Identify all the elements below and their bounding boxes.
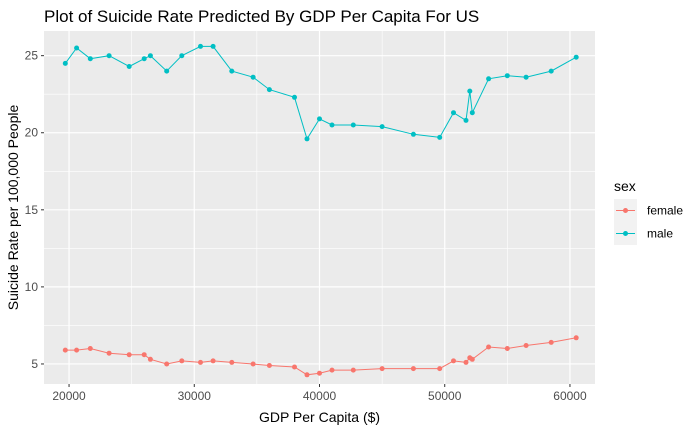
legend-key-point <box>623 231 628 236</box>
data-point-male <box>523 74 529 80</box>
data-point-female <box>548 339 554 345</box>
y-axis-title: Suicide Rate per 100,000 People <box>5 105 21 311</box>
x-tick-label: 50000 <box>428 389 462 403</box>
data-point-female <box>379 366 385 372</box>
data-point-male <box>229 68 235 74</box>
data-point-male <box>548 68 554 74</box>
data-point-male <box>126 64 132 69</box>
data-point-male <box>164 68 170 74</box>
legend-title: sex <box>614 178 636 194</box>
y-axis: 5 10 15 20 25 <box>25 49 44 371</box>
data-point-male <box>106 53 112 59</box>
data-point-male <box>304 136 310 142</box>
data-point-female <box>523 343 529 348</box>
data-point-male <box>210 43 216 49</box>
data-point-male <box>469 110 475 116</box>
x-tick-label: 40000 <box>303 389 337 403</box>
data-point-male <box>350 122 356 128</box>
data-point-male <box>147 53 153 59</box>
data-point-male <box>62 60 68 66</box>
data-point-male <box>317 116 322 122</box>
data-point-female <box>437 366 443 372</box>
data-point-female <box>164 361 170 367</box>
series-points <box>62 43 579 378</box>
legend-key-point <box>623 208 628 213</box>
data-point-male <box>266 87 272 93</box>
data-point-male <box>410 131 416 137</box>
data-point-female <box>229 359 235 365</box>
data-point-female <box>62 347 68 353</box>
x-tick-label: 20000 <box>52 389 86 403</box>
y-tick-label: 20 <box>25 126 39 140</box>
x-axis-title: GDP Per Capita ($) <box>259 409 380 425</box>
data-point-male <box>198 43 203 49</box>
data-point-female <box>106 350 112 356</box>
data-point-female <box>463 359 469 365</box>
data-point-female <box>198 359 203 365</box>
data-point-female <box>179 358 185 364</box>
y-tick-label: 15 <box>25 203 39 217</box>
data-point-female <box>292 364 297 370</box>
data-point-male <box>573 54 579 60</box>
data-point-female <box>451 358 456 364</box>
data-point-male <box>292 94 297 100</box>
data-point-female <box>486 344 492 350</box>
y-tick-label: 10 <box>25 280 39 294</box>
data-point-male <box>437 134 443 140</box>
data-point-female <box>504 346 510 351</box>
x-tick-label: 30000 <box>178 389 212 403</box>
data-point-female <box>329 367 335 373</box>
data-point-female <box>141 352 147 358</box>
grid-major <box>44 31 595 384</box>
data-point-male <box>329 122 335 128</box>
data-point-male <box>467 88 473 94</box>
data-point-female <box>304 372 310 378</box>
data-point-female <box>317 370 322 376</box>
data-point-male <box>74 45 80 51</box>
y-tick-label: 5 <box>31 357 38 371</box>
data-point-male <box>179 53 185 59</box>
data-point-female <box>87 346 93 351</box>
y-tick-label: 25 <box>25 49 39 63</box>
data-point-female <box>250 361 256 367</box>
data-point-male <box>451 110 456 116</box>
legend-items: female male <box>614 199 683 245</box>
data-point-female <box>469 356 475 362</box>
data-point-female <box>266 363 272 368</box>
data-point-male <box>87 56 93 62</box>
legend-label-female: female <box>647 204 683 218</box>
data-point-female <box>573 335 579 341</box>
data-point-male <box>504 73 510 79</box>
x-axis: 20000 30000 40000 50000 60000 <box>52 384 587 403</box>
legend: sex female male <box>614 178 683 245</box>
data-point-male <box>463 117 469 123</box>
legend-label-male: male <box>647 227 673 241</box>
data-point-male <box>250 74 256 80</box>
data-point-male <box>141 56 147 62</box>
data-point-female <box>410 366 416 372</box>
data-point-female <box>210 358 216 364</box>
x-tick-label: 60000 <box>553 389 587 403</box>
data-point-male <box>379 124 385 130</box>
data-point-male <box>486 76 492 82</box>
chart-title: Plot of Suicide Rate Predicted By GDP Pe… <box>44 7 479 26</box>
data-point-female <box>147 356 153 362</box>
data-point-female <box>74 347 80 353</box>
data-point-female <box>126 352 132 358</box>
data-point-female <box>350 367 356 373</box>
